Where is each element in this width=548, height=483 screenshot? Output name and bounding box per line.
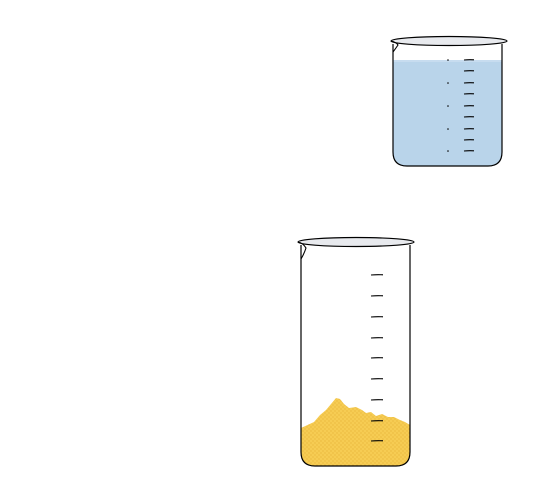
tall-beaker-glass	[300, 245, 411, 467]
small-beaker-graduations	[463, 59, 475, 152]
tall-beaker-rim	[297, 236, 415, 248]
tall-beaker-graduations	[370, 274, 384, 442]
small-beaker-glass	[392, 44, 503, 167]
small-beaker-minor-ticks	[447, 59, 449, 152]
tall-beaker-spout	[297, 241, 307, 260]
water	[393, 61, 502, 166]
small-beaker-spout	[390, 40, 399, 53]
tall-beaker	[297, 236, 415, 467]
sand	[301, 398, 410, 466]
small-beaker-rim	[390, 35, 508, 47]
small-beaker	[390, 35, 508, 167]
